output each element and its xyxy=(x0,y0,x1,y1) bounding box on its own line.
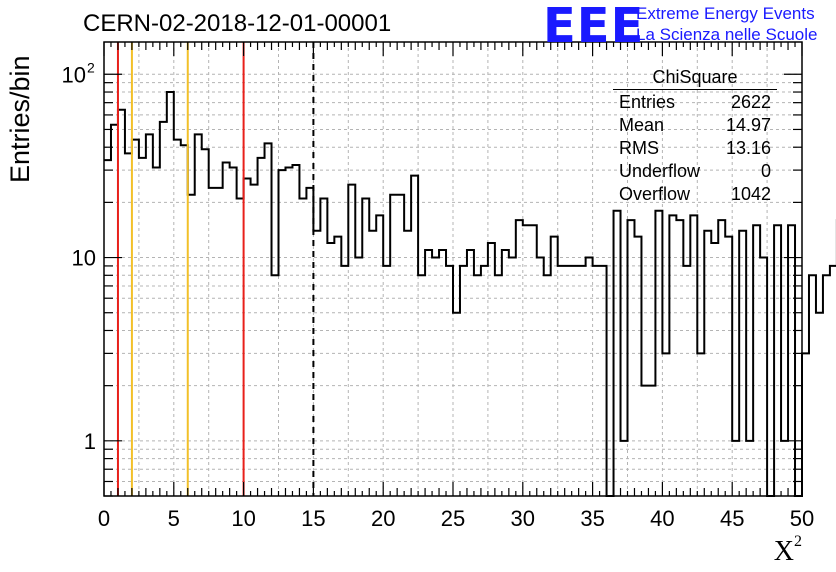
histogram-line xyxy=(104,91,836,497)
x-axis-label-sup: 2 xyxy=(794,532,802,550)
x-tick-label: 30 xyxy=(511,506,535,531)
stats-row-mean: Mean 14.97 xyxy=(613,115,777,138)
stats-value: 2622 xyxy=(730,92,771,112)
x-tick-label: 35 xyxy=(580,506,604,531)
stats-value: 1042 xyxy=(730,184,771,204)
stats-label: Entries xyxy=(619,92,676,112)
stats-value: 13.16 xyxy=(725,138,771,158)
stats-box: ChiSquare Entries 2622 Mean 14.97 RMS 13… xyxy=(613,67,777,207)
x-tick-label: 40 xyxy=(650,506,674,531)
x-tick-label: 50 xyxy=(790,506,814,531)
stats-value: 0 xyxy=(760,161,771,181)
stats-label: Mean xyxy=(619,115,665,135)
org-name-line2: La Scienza nelle Scuole xyxy=(636,25,818,44)
x-axis-label: X2 xyxy=(773,532,802,568)
stats-row-entries: Entries 2622 xyxy=(613,92,777,115)
stats-row-rms: RMS 13.16 xyxy=(613,138,777,161)
run-title: CERN-02-2018-12-01-00001 xyxy=(83,10,392,37)
stats-label: Underflow xyxy=(619,161,701,181)
x-axis-ticks: 0 5 10 15 20 25 30 35 40 45 50 xyxy=(98,42,814,531)
reference-lines xyxy=(116,42,315,496)
stats-value: 14.97 xyxy=(725,115,771,135)
stats-title: ChiSquare xyxy=(613,67,777,90)
histogram-series xyxy=(104,91,836,497)
x-tick-label: 15 xyxy=(301,506,325,531)
y-tick-label: 10 xyxy=(72,246,96,271)
stats-label: Overflow xyxy=(619,184,691,204)
x-tick-label: 20 xyxy=(371,506,395,531)
x-tick-label: 0 xyxy=(98,506,110,531)
y-tick-label: 10 xyxy=(62,62,86,87)
x-tick-label: 5 xyxy=(168,506,180,531)
y-tick-label: 1 xyxy=(84,429,96,454)
stats-row-overflow: Overflow 1042 xyxy=(613,184,777,207)
org-name-line1: Extreme Energy Events xyxy=(636,4,815,23)
eee-logo: EEE xyxy=(543,0,645,54)
x-tick-label: 25 xyxy=(441,506,465,531)
y-axis-label: Entries/bin xyxy=(5,55,35,183)
x-tick-label: 45 xyxy=(720,506,744,531)
y-tick-label-exponent: 2 xyxy=(87,59,95,75)
stats-label: RMS xyxy=(619,138,659,158)
stats-row-underflow: Underflow 0 xyxy=(613,161,777,184)
x-tick-label: 10 xyxy=(231,506,255,531)
x-axis-label-base: X xyxy=(773,536,794,567)
